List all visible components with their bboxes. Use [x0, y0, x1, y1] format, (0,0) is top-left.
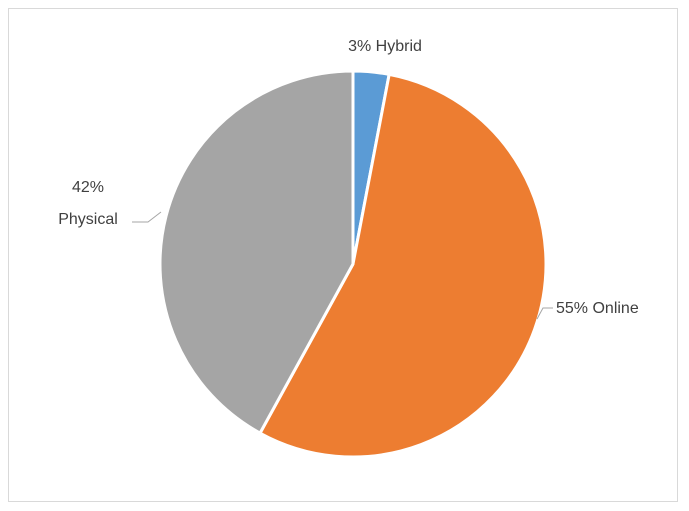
pie-slice-online [258, 72, 548, 459]
data-label-hybrid: 3% Hybrid [348, 38, 422, 55]
leader-lines [132, 211, 553, 320]
data-label-physical-percent: 42% [72, 179, 104, 196]
leader-line-online [536, 307, 553, 320]
pie-slice-physical [158, 69, 355, 435]
data-label-online: 55% Online [556, 300, 639, 317]
pie-slices [158, 69, 548, 459]
data-labels: 3% Hybrid 55% Online 42% Physical [58, 38, 639, 317]
data-label-physical-name: Physical [58, 211, 118, 228]
leader-line-physical [132, 211, 162, 223]
